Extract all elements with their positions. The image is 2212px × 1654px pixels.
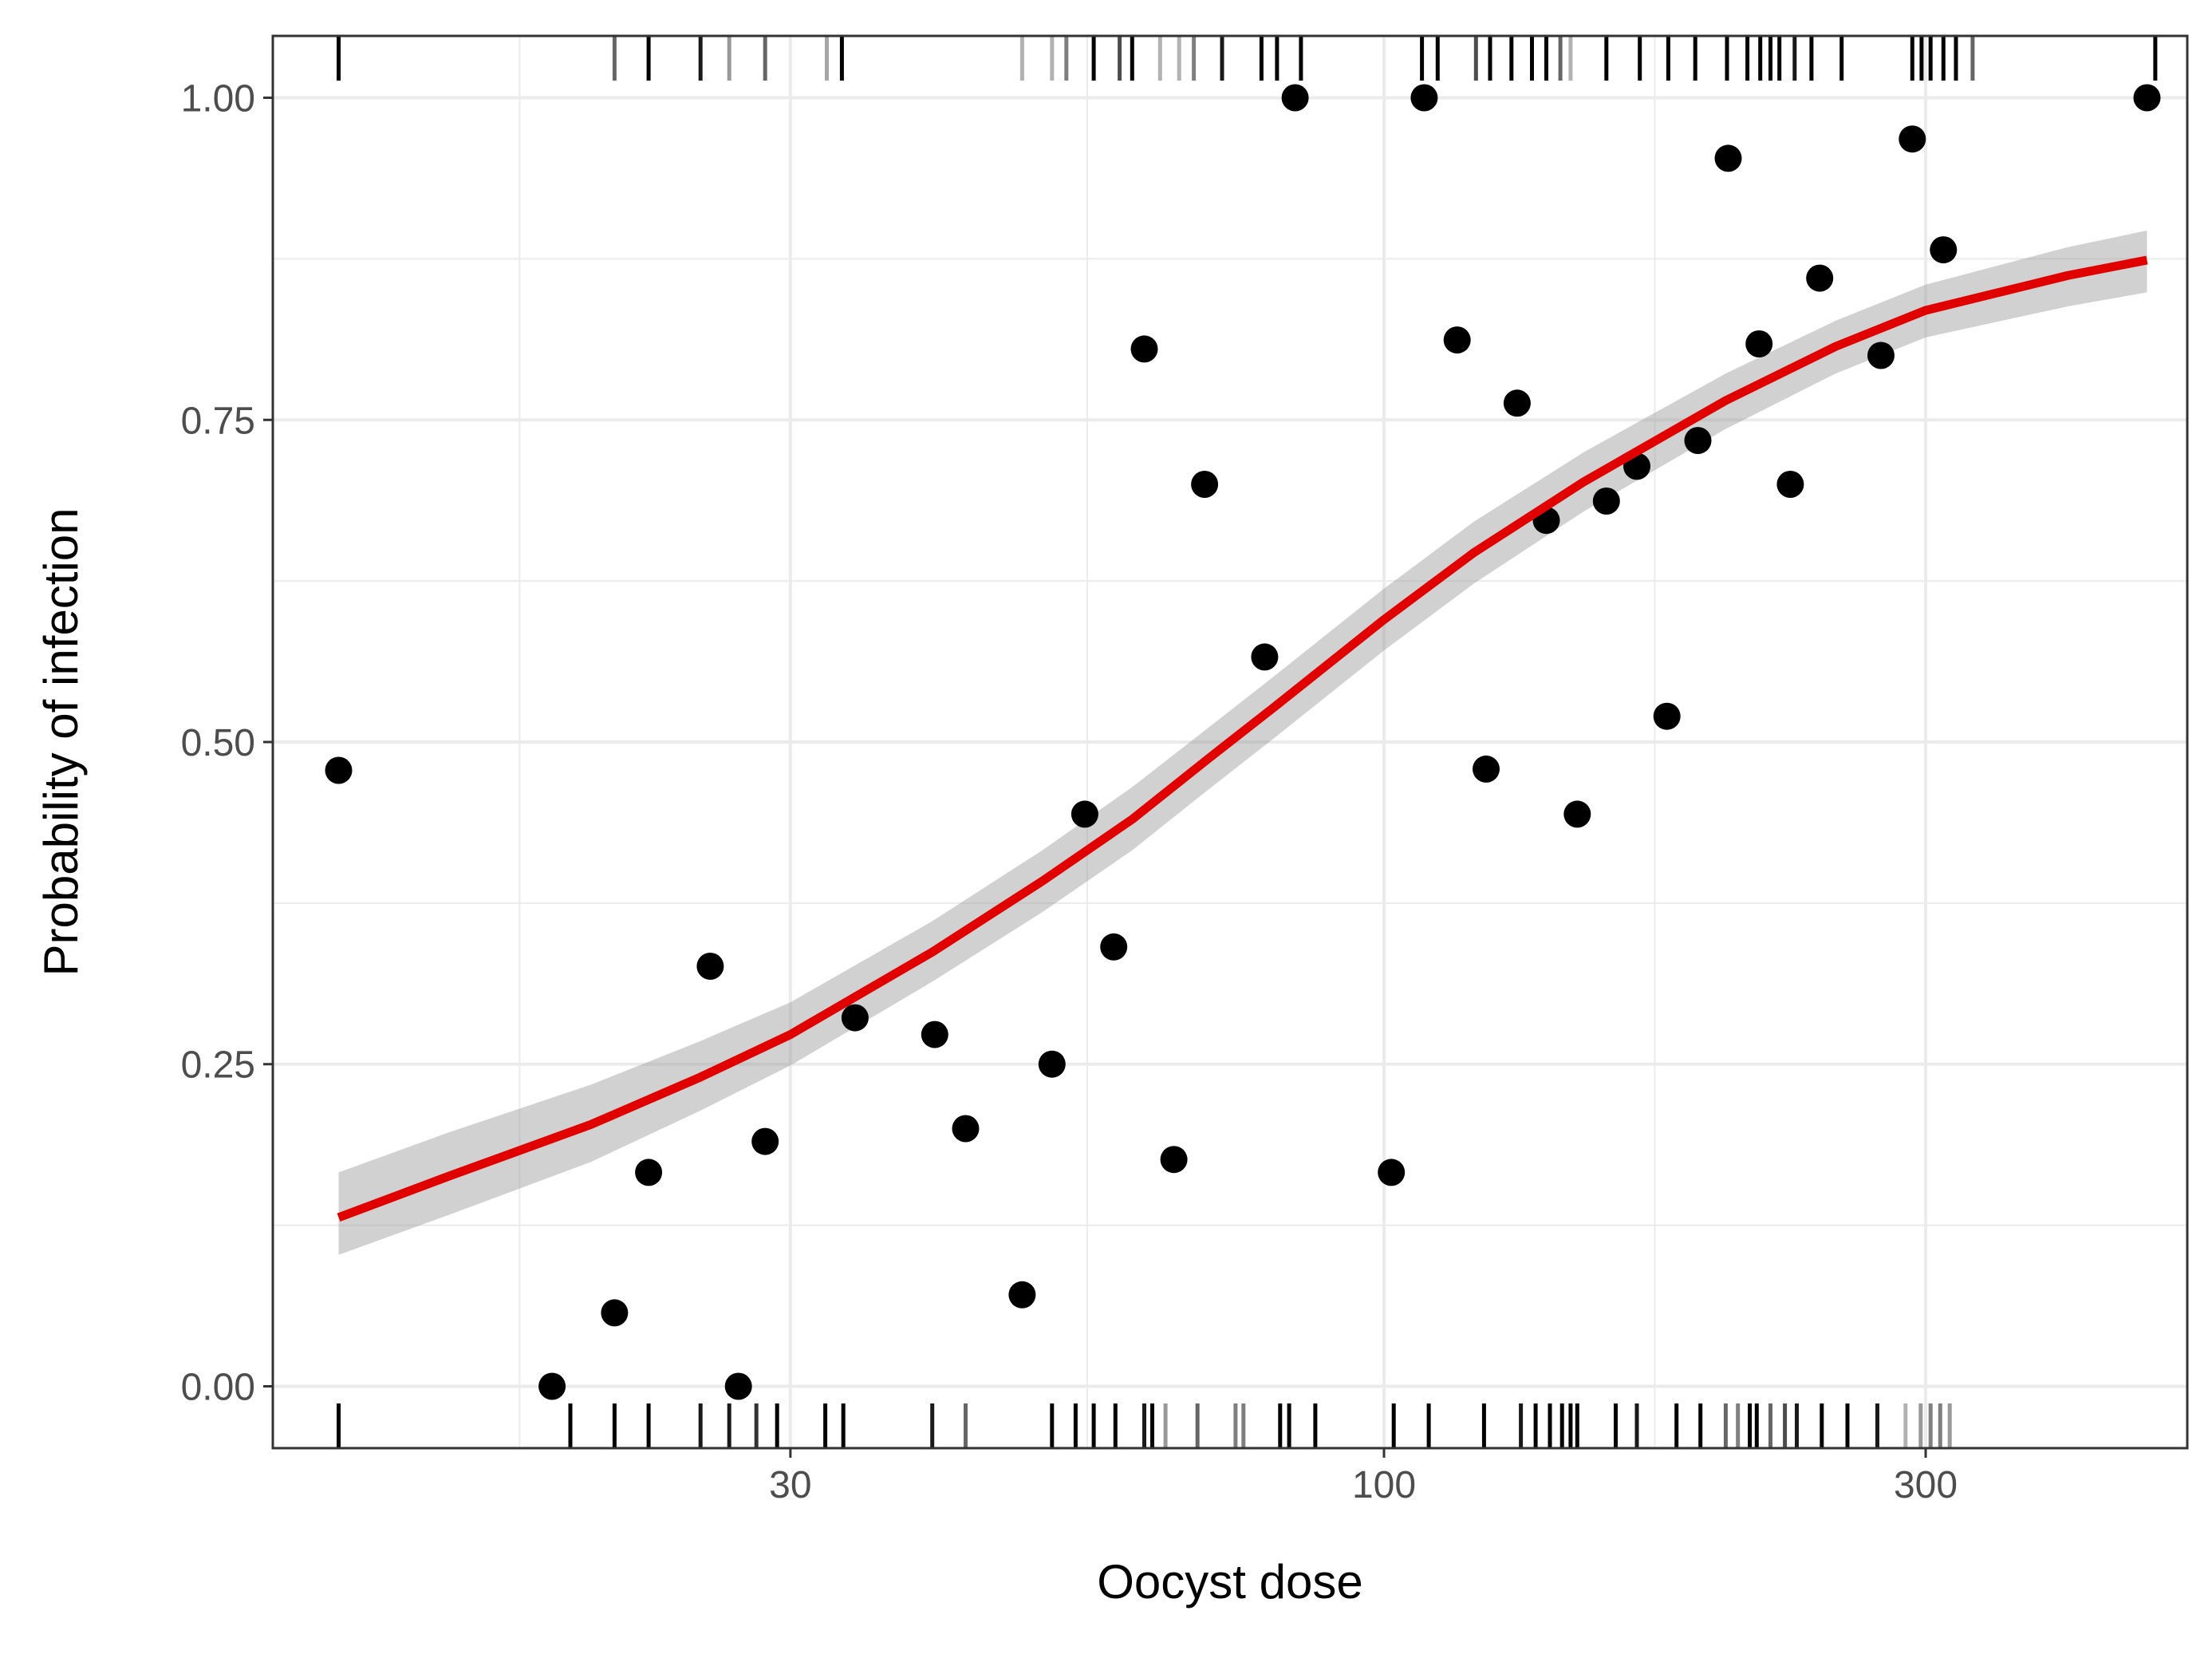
- x-axis-title: Oocyst dose: [1097, 1555, 1363, 1609]
- data-point: [696, 953, 724, 980]
- data-point: [751, 1127, 779, 1155]
- data-point: [1592, 488, 1620, 515]
- data-point: [325, 756, 353, 784]
- data-point: [1503, 389, 1531, 417]
- x-tick-label: 100: [1352, 1464, 1416, 1506]
- data-point: [1867, 341, 1895, 369]
- confidence-band: [338, 230, 2147, 1255]
- data-point: [1130, 335, 1158, 363]
- rug-top: [337, 36, 2158, 81]
- data-point: [1563, 800, 1591, 828]
- y-axis: 0.00 0.25 0.50 0.75 1.00: [181, 78, 273, 1408]
- data-point: [1714, 144, 1742, 172]
- x-axis: 30 100 300: [769, 1448, 1958, 1506]
- data-point: [635, 1159, 663, 1186]
- data-point: [1899, 125, 1926, 153]
- data-point: [1038, 1050, 1066, 1078]
- x-tick-label: 30: [769, 1464, 811, 1506]
- data-point: [2133, 84, 2161, 112]
- data-point: [1071, 800, 1098, 828]
- y-tick-label: 1.00: [181, 78, 255, 120]
- data-point: [1443, 326, 1471, 354]
- data-point: [1410, 84, 1438, 112]
- data-point: [1160, 1146, 1188, 1174]
- y-axis-title: Probability of infection: [34, 508, 88, 977]
- data-points: [325, 84, 2161, 1400]
- data-point: [1191, 471, 1219, 498]
- data-point: [921, 1020, 948, 1048]
- y-tick-label: 0.25: [181, 1044, 255, 1087]
- data-point: [1653, 702, 1681, 730]
- y-tick-label: 0.50: [181, 722, 255, 764]
- data-point: [1806, 264, 1834, 292]
- data-point: [1776, 471, 1804, 498]
- data-point: [952, 1115, 980, 1143]
- major-gridlines: [273, 36, 2187, 1448]
- data-point: [1251, 643, 1279, 671]
- fitted-curve: [337, 255, 2148, 1222]
- data-point: [1281, 84, 1309, 112]
- data-point: [1745, 330, 1773, 357]
- x-tick-label: 300: [1894, 1464, 1958, 1506]
- y-tick-label: 0.75: [181, 400, 255, 442]
- data-point: [601, 1299, 629, 1327]
- data-point: [1100, 933, 1128, 961]
- y-tick-label: 0.00: [181, 1366, 255, 1408]
- data-point: [538, 1372, 566, 1400]
- data-point: [1473, 755, 1500, 783]
- data-point: [1930, 236, 1958, 264]
- data-point: [1684, 427, 1712, 455]
- confidence-ribbon: [338, 230, 2147, 1255]
- data-point: [1378, 1159, 1406, 1186]
- data-point: [724, 1372, 752, 1400]
- data-point: [1008, 1281, 1036, 1309]
- fit-line: [337, 255, 2148, 1222]
- data-point: [841, 1004, 869, 1032]
- rug-bottom: [337, 1403, 1952, 1448]
